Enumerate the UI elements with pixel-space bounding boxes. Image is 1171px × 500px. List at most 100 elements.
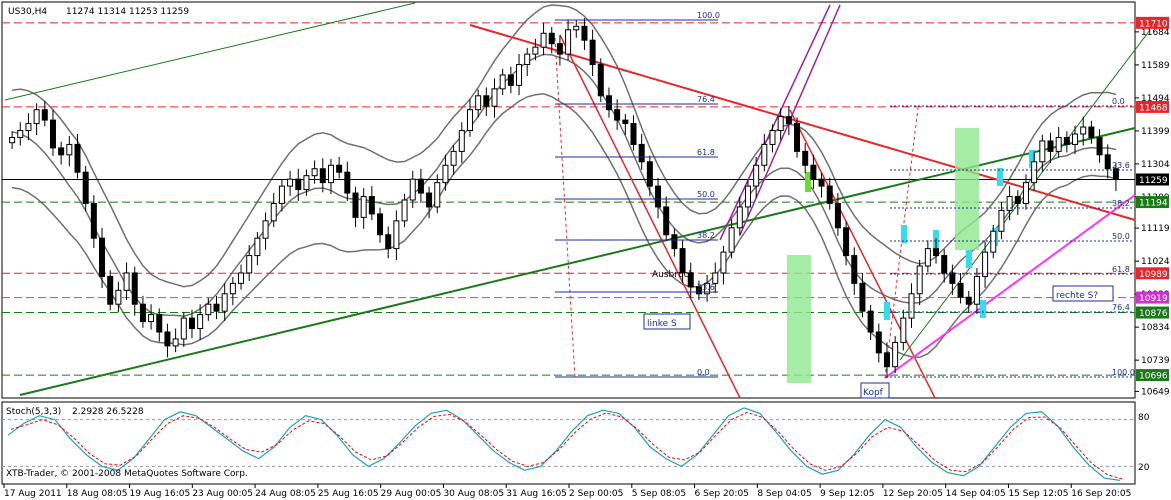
- candle-body: [17, 130, 24, 138]
- candle-body: [556, 43, 563, 55]
- candle-body: [875, 331, 882, 354]
- candle-body: [82, 171, 89, 204]
- fib-right-label: 100.0: [1112, 368, 1135, 377]
- red-channel-line: [559, 34, 741, 399]
- candle-body: [712, 272, 719, 284]
- candle-body: [1104, 154, 1111, 170]
- candle-body: [1088, 126, 1095, 138]
- price-tag-bg: [1136, 369, 1169, 382]
- candle-body: [205, 303, 212, 316]
- candle-body: [957, 282, 964, 298]
- candle-body: [360, 196, 367, 218]
- candle-body: [843, 227, 850, 257]
- candle-body: [107, 275, 114, 305]
- candle-body: [491, 88, 498, 107]
- candle-body: [1055, 136, 1062, 152]
- candle-body: [818, 178, 825, 187]
- fib-left-label: 0.0: [697, 368, 710, 377]
- time-axis: 17 Aug 2011 18 Aug 08:05 19 Aug 16:05 23 Au…: [3, 484, 1131, 499]
- candle-body: [115, 289, 122, 305]
- candle-body: [1072, 133, 1079, 145]
- candle-body: [254, 237, 261, 257]
- candle-body: [148, 314, 155, 323]
- candle-body: [311, 168, 318, 177]
- candle-body: [883, 352, 890, 368]
- candle-body: [180, 317, 187, 340]
- cyan-marker: [997, 168, 1003, 186]
- candle-body: [1096, 136, 1103, 156]
- candle-body: [589, 39, 596, 66]
- candle-body: [278, 185, 285, 204]
- x-tick-label: 18 Aug 08:05: [67, 489, 128, 499]
- candle-body: [794, 123, 801, 152]
- neckline-magenta: [884, 194, 1136, 379]
- candle-body: [614, 109, 621, 121]
- candle-body: [344, 171, 351, 194]
- candle-body: [933, 248, 940, 257]
- annotation-kopf: Kopf: [863, 388, 884, 398]
- candle-body: [573, 25, 580, 31]
- candle-body: [761, 143, 768, 166]
- price-tag: 10989: [1139, 270, 1168, 280]
- price-tag-bg: [1136, 196, 1169, 209]
- price-tag-bg: [1136, 267, 1169, 280]
- price-tag-bg: [1136, 291, 1169, 304]
- band-middle: [11, 53, 1117, 317]
- candle-body: [377, 213, 384, 236]
- candle-body: [826, 185, 833, 204]
- candle-body: [507, 74, 514, 86]
- price-tag: 10696: [1139, 372, 1168, 382]
- candle-body: [442, 164, 449, 184]
- candle-body: [466, 109, 473, 132]
- candle-body: [695, 286, 702, 295]
- candle-body: [434, 182, 441, 208]
- support-trend-line: [19, 127, 1136, 396]
- fib-left-label: 23.6: [697, 283, 715, 292]
- stoch-values: 2.2928 26.5228: [72, 407, 144, 417]
- stoch-level-20: 20: [1138, 463, 1150, 473]
- candle-body: [769, 130, 776, 145]
- candle-body: [704, 282, 711, 295]
- candle-body: [458, 130, 465, 152]
- price-tag: 11194: [1139, 199, 1168, 209]
- cyan-marker: [1029, 150, 1035, 168]
- x-tick-label: 12 Sep 20:05: [883, 489, 943, 499]
- x-tick-label: 24 Aug 08:05: [255, 489, 316, 499]
- fib-left-label: 100.0: [697, 11, 720, 20]
- fib-left-label: 50.0: [697, 190, 715, 199]
- candle-body: [197, 314, 204, 330]
- candle-body: [58, 147, 65, 156]
- magenta-channel-line: [719, 4, 831, 241]
- red-channel-line-2: [789, 109, 936, 399]
- candle-body: [41, 109, 48, 121]
- candle-body: [303, 175, 310, 191]
- candle-body: [597, 64, 604, 97]
- candle-body: [728, 227, 735, 253]
- price-tag: 11468: [1139, 103, 1168, 113]
- candle-body: [990, 230, 997, 253]
- candle-body: [679, 248, 686, 274]
- x-tick-label: 19 Aug 16:05: [130, 489, 191, 499]
- candle-body: [565, 29, 572, 55]
- x-tick-label: 29 Aug 00:05: [381, 489, 442, 499]
- stochastic-panel: [2, 407, 1135, 481]
- candle-body: [49, 119, 56, 149]
- candle-body: [417, 178, 424, 194]
- x-tick-label: 8 Sep 04:05: [757, 489, 811, 499]
- candle-body: [327, 164, 334, 184]
- candle-body: [851, 255, 858, 284]
- price-axis: 1168411589114941139911304112091111911024…: [1135, 28, 1170, 397]
- cyan-marker: [901, 225, 907, 243]
- fib-right-label: 23.6: [1112, 161, 1130, 170]
- green-zone-2: [955, 128, 979, 250]
- candle-body: [385, 234, 392, 250]
- candle-body: [663, 206, 670, 236]
- candle-body: [581, 25, 588, 41]
- stoch-level-80: 80: [1138, 413, 1150, 423]
- y-tick-label: 11684: [1141, 28, 1170, 38]
- candle-body: [998, 209, 1005, 232]
- candle-body: [1080, 126, 1087, 135]
- candle-body: [139, 303, 146, 323]
- candle-body: [401, 199, 408, 222]
